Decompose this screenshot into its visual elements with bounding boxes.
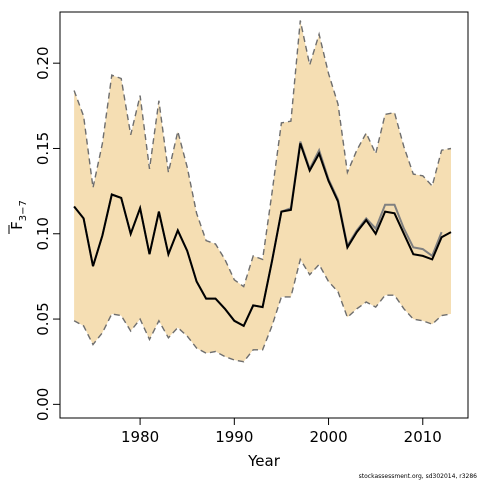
x-tick-label: 2010 bbox=[404, 428, 442, 446]
axis-layer: 1980 1990 2000 2010 0.00 0.05 0.10 0.15 0.20 bbox=[34, 46, 442, 446]
y-tick-label: 0.20 bbox=[34, 46, 52, 79]
y-axis-label-main: F bbox=[8, 221, 26, 230]
lower-bound-line bbox=[73, 257, 452, 363]
plot-layer bbox=[73, 20, 452, 363]
x-tick-label: 2000 bbox=[309, 428, 347, 446]
y-tick-label: 0.00 bbox=[34, 388, 52, 421]
footnote: stockassessment.org, sd302014, r3286 bbox=[359, 473, 478, 480]
confidence-band bbox=[74, 20, 451, 362]
y-tick-label: 0.10 bbox=[34, 217, 52, 250]
y-axis-label: F3−7 bbox=[8, 200, 29, 234]
y-tick-label: 0.15 bbox=[34, 132, 52, 165]
x-axis-label: Year bbox=[247, 452, 281, 470]
y-axis-label-sub: 3−7 bbox=[18, 200, 29, 221]
x-tick-label: 1980 bbox=[121, 428, 159, 446]
y-tick-label: 0.05 bbox=[34, 302, 52, 335]
svg-text:F3−7: F3−7 bbox=[8, 200, 29, 230]
x-tick-label: 1990 bbox=[215, 428, 253, 446]
upper-bound-line bbox=[73, 20, 452, 288]
estimate-line bbox=[73, 143, 452, 328]
